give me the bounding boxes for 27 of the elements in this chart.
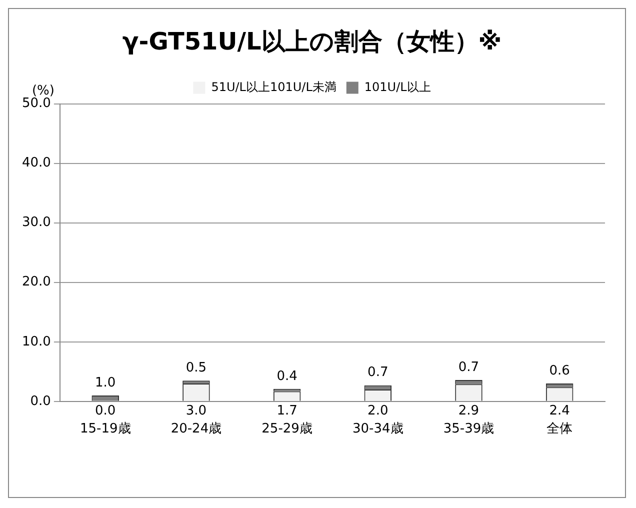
y-tick-label: 10.0 [22, 334, 51, 350]
x-tick-label: 35-39歳 [443, 422, 494, 437]
data-label: 1.7 [276, 403, 298, 418]
data-label: 2.4 [549, 403, 570, 418]
data-label: 0.7 [458, 360, 480, 375]
y-tick-label: 40.0 [22, 156, 51, 171]
y-tick-label: 50.0 [22, 96, 51, 112]
data-label: 0.6 [549, 363, 570, 378]
data-label: 0.4 [276, 368, 298, 384]
data-label: 2.9 [458, 403, 480, 418]
x-tick-label: 25-29歳 [262, 422, 312, 437]
y-tick-label: 0.0 [30, 394, 51, 409]
x-tick-label: 15-19歳 [80, 422, 131, 437]
y-tick-label: 20.0 [22, 274, 51, 290]
data-label: 2.0 [368, 403, 388, 418]
y-tick-label: 30.0 [22, 215, 51, 230]
data-label: 0.5 [186, 360, 207, 376]
data-label: 3.0 [186, 403, 207, 418]
legend-label: 101U/L以上 [364, 80, 431, 94]
legend-label: 51U/L以上101U/L未満 [211, 80, 336, 94]
x-tick-label: 20-24歳 [170, 422, 222, 437]
chart-title: γ-GT51U/L以上の割合（女性）※ [122, 28, 502, 56]
data-label: 0.7 [368, 365, 388, 380]
x-tick-label: 30-34歳 [352, 422, 404, 437]
data-label: 0.0 [95, 403, 116, 418]
x-tick-label: 全体 [546, 422, 573, 437]
data-label: 1.0 [95, 375, 116, 390]
